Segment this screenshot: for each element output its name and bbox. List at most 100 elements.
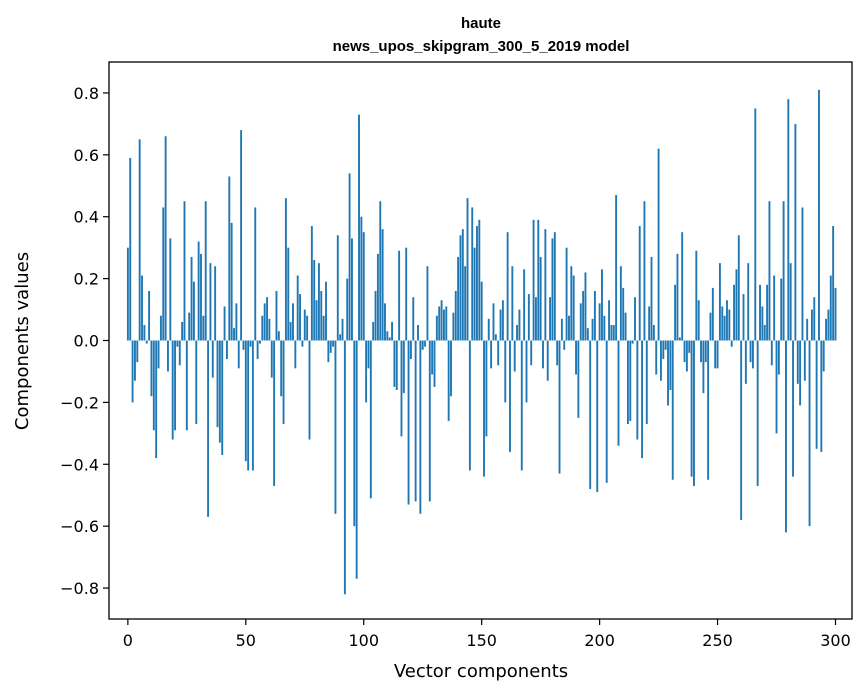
bar-194: [584, 272, 587, 341]
x-axis-label: Vector components: [394, 661, 568, 682]
bar-150: [480, 281, 483, 341]
bar-247: [709, 312, 712, 341]
bar-291: [813, 297, 816, 341]
bar-72: [296, 275, 299, 341]
bar-51: [247, 340, 250, 471]
bar-278: [782, 201, 785, 341]
y-tick-label: 0.2: [74, 270, 99, 289]
y-axis-label: Components values: [12, 252, 33, 430]
bar-96: [353, 340, 356, 527]
chart-title: haute: [461, 15, 501, 32]
bar-198: [593, 290, 596, 341]
bar-75: [303, 309, 306, 341]
bar-11: [152, 340, 155, 431]
bar-19: [171, 340, 174, 440]
bar-138: [452, 312, 455, 341]
bar-218: [641, 340, 644, 459]
bar-235: [681, 232, 684, 341]
bar-261: [742, 294, 745, 341]
bar-175: [539, 256, 542, 341]
bar-166: [518, 309, 521, 341]
bar-136: [447, 340, 450, 421]
bar-299: [832, 226, 835, 341]
bar-43: [228, 176, 231, 341]
bar-204: [608, 300, 610, 341]
bar-60: [268, 318, 271, 341]
bar-56: [259, 340, 261, 344]
bar-1: [129, 157, 132, 341]
bar-110: [386, 331, 389, 341]
bar-9: [148, 290, 151, 341]
bar-289: [808, 340, 811, 527]
bar-215: [634, 297, 636, 341]
bar-65: [280, 340, 283, 397]
bar-39: [218, 340, 221, 443]
bar-169: [525, 340, 528, 403]
bar-2: [131, 340, 134, 403]
bar-172: [532, 219, 535, 341]
y-tick-label: 0.4: [74, 208, 99, 227]
bar-95: [351, 238, 353, 341]
bar-178: [546, 340, 549, 381]
x-tick-label: 50: [236, 631, 256, 650]
bar-3: [134, 340, 136, 381]
bar-290: [810, 309, 813, 341]
bar-273: [770, 340, 773, 366]
bar-83: [322, 315, 325, 341]
bar-93: [346, 278, 349, 341]
bar-108: [381, 229, 384, 341]
y-tick-label: −0.6: [60, 517, 99, 536]
bar-263: [747, 263, 750, 341]
bar-90: [339, 334, 342, 341]
bar-228: [664, 340, 667, 350]
bar-162: [509, 340, 511, 452]
bar-297: [827, 309, 830, 341]
bar-22: [178, 340, 181, 366]
bar-143: [464, 266, 467, 341]
bar-165: [516, 325, 519, 341]
bar-131: [435, 315, 438, 341]
x-tick-label: 150: [466, 631, 497, 650]
bar-200: [598, 303, 601, 341]
bar-149: [478, 219, 481, 341]
bar-189: [572, 275, 575, 341]
bar-61: [270, 340, 273, 378]
bar-221: [648, 306, 651, 341]
bar-220: [645, 340, 648, 425]
bar-100: [362, 232, 365, 341]
bar-288: [806, 318, 809, 341]
bar-254: [726, 300, 728, 341]
bars-group: [126, 89, 837, 595]
bar-117: [402, 340, 405, 394]
bar-105: [374, 290, 377, 341]
y-tick-label: −0.4: [60, 455, 99, 474]
bar-212: [626, 340, 629, 425]
bar-135: [445, 306, 448, 341]
bar-163: [511, 266, 514, 341]
bar-111: [388, 337, 391, 341]
bar-112: [391, 321, 393, 341]
bar-258: [735, 269, 738, 341]
bar-229: [667, 340, 669, 406]
bar-54: [254, 207, 257, 341]
bar-186: [565, 247, 568, 341]
x-axis-ticks: 0 50 100 150 200 250 300: [123, 619, 851, 650]
bar-242: [697, 300, 700, 341]
bar-152: [485, 340, 488, 437]
bar-224: [655, 340, 658, 375]
bar-210: [622, 287, 625, 341]
bar-214: [631, 340, 634, 344]
bar-287: [803, 340, 806, 381]
bar-53: [251, 340, 254, 471]
bar-15: [162, 207, 165, 341]
bar-113: [393, 340, 396, 387]
bar-181: [553, 232, 556, 341]
bar-86: [329, 340, 332, 353]
bar-155: [492, 303, 495, 341]
bar-31: [200, 253, 202, 341]
bar-184: [560, 318, 563, 341]
bar-102: [367, 340, 370, 369]
bar-238: [688, 340, 691, 353]
bar-107: [379, 201, 382, 341]
